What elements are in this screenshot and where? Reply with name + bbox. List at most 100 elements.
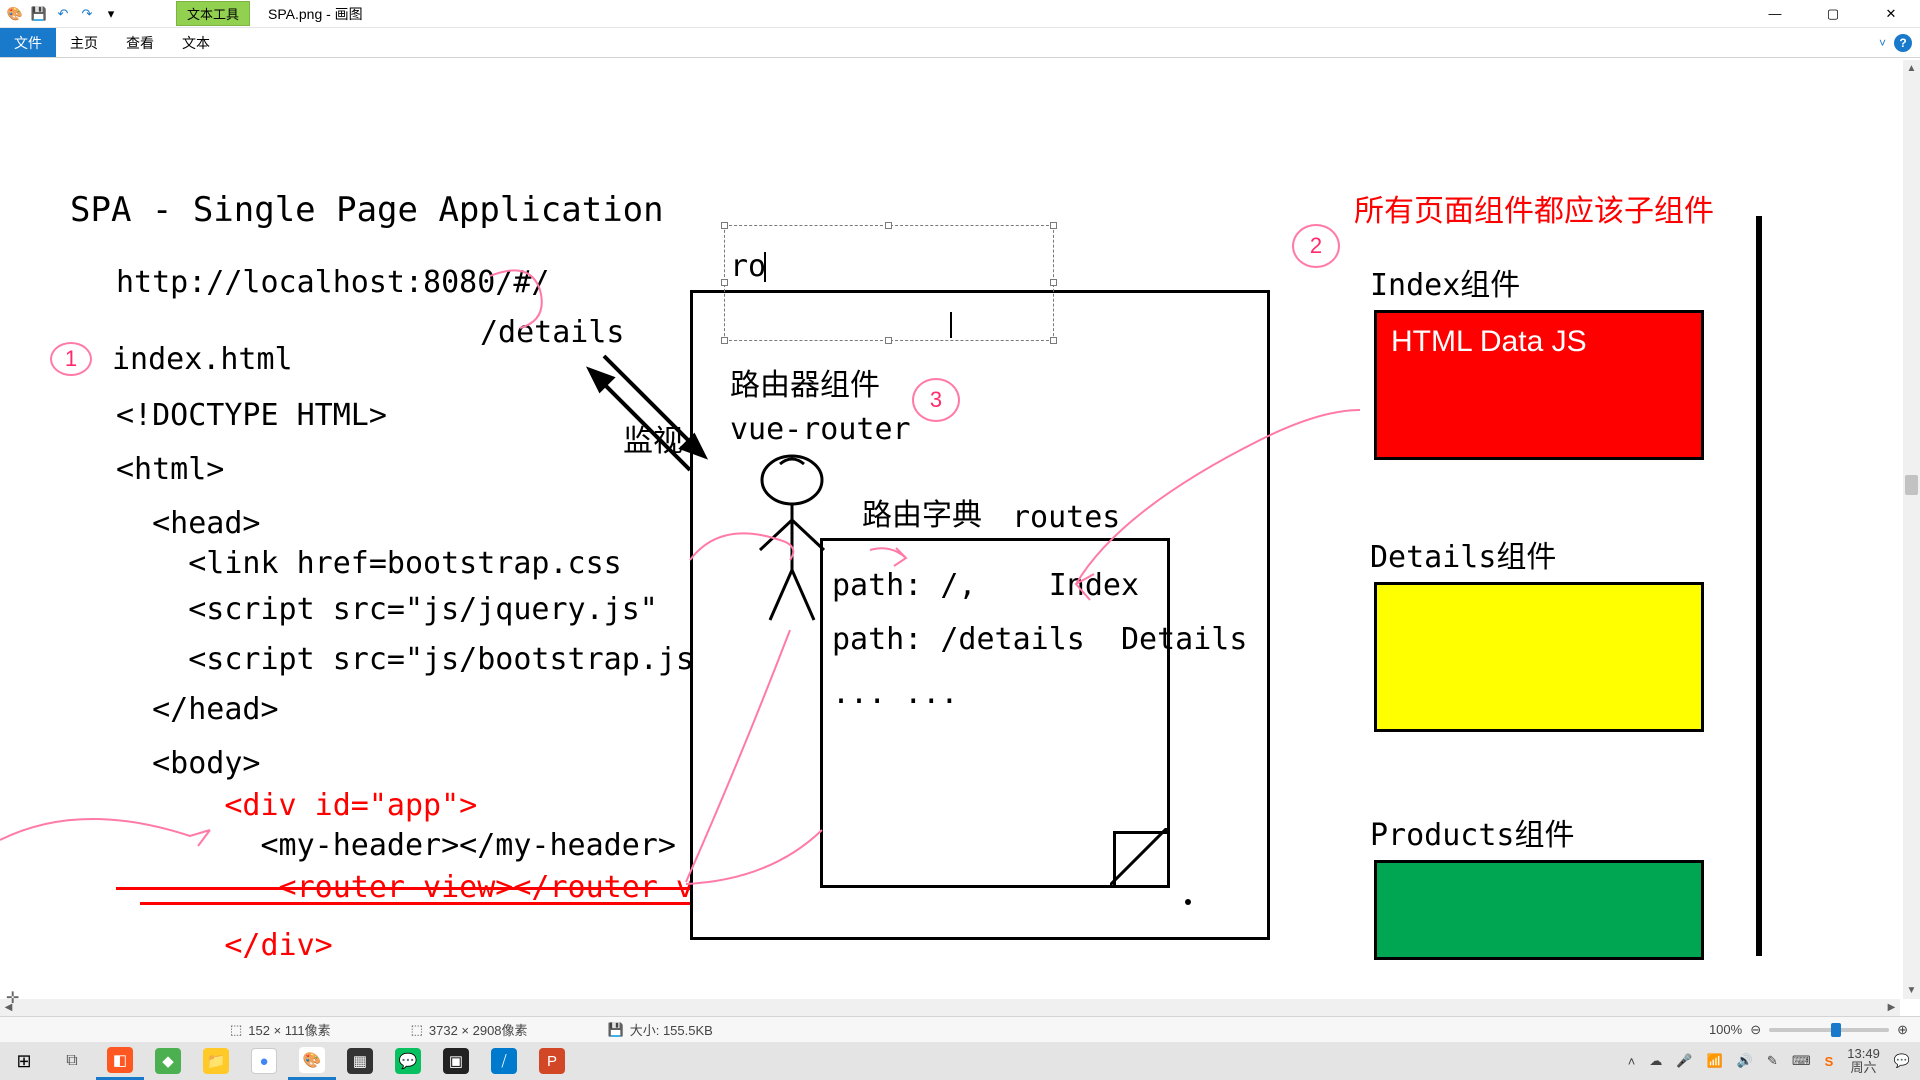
- tab-home[interactable]: 主页: [56, 28, 112, 57]
- taskbar-chrome[interactable]: ●: [240, 1042, 288, 1080]
- tray-sogou-icon[interactable]: S: [1825, 1054, 1834, 1069]
- window-controls: — ▢ ✕: [1746, 0, 1920, 28]
- taskbar-paint[interactable]: 🎨: [288, 1042, 336, 1080]
- router-component-label: 路由器组件: [730, 360, 880, 404]
- zoom-out-button[interactable]: ⊖: [1750, 1022, 1761, 1038]
- tray-cloud-icon[interactable]: ☁: [1649, 1053, 1662, 1069]
- tab-text[interactable]: 文本: [168, 28, 224, 57]
- title-bar: 🎨 💾 ↶ ↷ ▾ 文本工具 SPA.png - 画图 — ▢ ✕: [0, 0, 1920, 28]
- text-cursor: [764, 252, 766, 282]
- route-dict-label: 路由字典: [862, 490, 982, 534]
- taskbar-app-dark[interactable]: ▦: [336, 1042, 384, 1080]
- taskbar-app-2[interactable]: ◆: [144, 1042, 192, 1080]
- tray-notifications-icon[interactable]: 💬: [1894, 1053, 1910, 1069]
- canvas-area[interactable]: SPA - Single Page Application http://loc…: [0, 60, 1920, 1042]
- disk-icon: 💾: [608, 1022, 624, 1038]
- ribbon-tabs: 文件 主页 查看 文本 ˅ ?: [0, 28, 1920, 58]
- body-open: <body>: [116, 746, 261, 781]
- selection-icon: ⬚: [230, 1022, 242, 1038]
- window-title: SPA.png - 画图: [268, 4, 363, 24]
- qat-redo-button[interactable]: ↷: [76, 3, 98, 25]
- scroll-right-button[interactable]: ▶: [1883, 999, 1900, 1016]
- doctype-text: <!DOCTYPE HTML>: [116, 398, 387, 433]
- all-pages-note: 所有页面组件都应该子组件: [1354, 186, 1714, 230]
- tray-wifi-icon[interactable]: 📶: [1707, 1053, 1723, 1069]
- close-button[interactable]: ✕: [1862, 0, 1920, 28]
- context-tab-text-tools[interactable]: 文本工具: [176, 1, 250, 26]
- url-text: http://localhost:8080/#/: [116, 265, 549, 300]
- products-comp-label: Products组件: [1370, 810, 1575, 854]
- tray-ime-icon[interactable]: ⌨: [1792, 1053, 1811, 1069]
- script2-line: <script src="js/bootstrap.js": [116, 642, 712, 677]
- quick-access-toolbar: 🎨 💾 ↶ ↷ ▾: [0, 3, 126, 25]
- diagram-title: SPA - Single Page Application: [70, 190, 664, 230]
- details-comp-label: Details组件: [1370, 532, 1556, 576]
- circle-2: 2: [1292, 224, 1340, 268]
- head-open: <head>: [116, 506, 261, 541]
- details-path: /details: [480, 315, 625, 350]
- app-icon[interactable]: 🎨: [4, 3, 26, 25]
- task-view-button[interactable]: ⧉: [48, 1042, 96, 1080]
- index-html-text: index.html: [112, 342, 293, 377]
- routes-label: routes: [1012, 500, 1120, 535]
- help-icon[interactable]: ?: [1894, 34, 1912, 52]
- scroll-up-button[interactable]: ▲: [1903, 60, 1920, 77]
- system-tray: ˄ ☁ 🎤 📶 🔊 ✎ ⌨ S 13:49 周六 💬: [1618, 1047, 1920, 1076]
- qat-save-button[interactable]: 💾: [28, 3, 50, 25]
- link-line: <link href=bootstrap.css: [116, 546, 622, 581]
- start-button[interactable]: ⊞: [0, 1042, 48, 1080]
- router-view-line: <router-view></router-view>: [116, 870, 766, 905]
- secondary-cursor: [950, 312, 952, 338]
- zoom-in-button[interactable]: ⊕: [1897, 1022, 1908, 1038]
- products-component-box: [1374, 860, 1704, 960]
- route-2: path: /details Details: [832, 622, 1247, 657]
- circle-1: 1: [50, 342, 92, 376]
- qat-more-button[interactable]: ▾: [100, 3, 122, 25]
- circle-3: 3: [912, 378, 960, 422]
- zoom-slider[interactable]: [1769, 1028, 1889, 1032]
- image-size-icon: ⬚: [411, 1022, 423, 1038]
- script1-line: <script src="js/jquery.js": [116, 592, 658, 627]
- tray-mic-icon[interactable]: 🎤: [1676, 1053, 1692, 1069]
- crosshair-icon: ✛: [6, 988, 19, 1008]
- index-box-text: HTML Data JS: [1391, 325, 1587, 359]
- tab-file[interactable]: 文件: [0, 28, 56, 57]
- my-header-line: <my-header></my-header>: [116, 828, 676, 863]
- vertical-scrollbar[interactable]: ▲ ▼: [1903, 60, 1920, 999]
- zoom-level: 100%: [1709, 1022, 1742, 1037]
- textbox-content[interactable]: ro: [730, 249, 766, 284]
- route-ellipsis: ... ...: [832, 676, 958, 711]
- tab-view[interactable]: 查看: [112, 28, 168, 57]
- right-border: [1756, 216, 1762, 956]
- div-app-line: <div id="app">: [116, 788, 477, 823]
- taskbar-clock[interactable]: 13:49 周六: [1847, 1047, 1880, 1076]
- taskbar-powerpoint[interactable]: P: [528, 1042, 576, 1080]
- watch-label: 监视: [623, 416, 683, 460]
- tray-volume-icon[interactable]: 🔊: [1737, 1053, 1753, 1069]
- zoom-thumb[interactable]: [1831, 1023, 1841, 1037]
- maximize-button[interactable]: ▢: [1804, 0, 1862, 28]
- taskbar-terminal[interactable]: ▣: [432, 1042, 480, 1080]
- taskbar-wechat[interactable]: 💬: [384, 1042, 432, 1080]
- index-component-box: HTML Data JS: [1374, 310, 1704, 460]
- red-underline: [140, 902, 700, 905]
- scroll-down-button[interactable]: ▼: [1903, 982, 1920, 999]
- taskbar-vscode[interactable]: ⧸: [480, 1042, 528, 1080]
- horizontal-scrollbar[interactable]: ◀ ▶: [0, 999, 1900, 1016]
- qat-undo-button[interactable]: ↶: [52, 3, 74, 25]
- route-1: path: /, Index: [832, 568, 1139, 603]
- text-selection-box[interactable]: [724, 225, 1054, 341]
- index-comp-label: Index组件: [1370, 260, 1520, 304]
- tray-chevron-icon[interactable]: ˄: [1628, 1054, 1636, 1069]
- taskbar-explorer[interactable]: 📁: [192, 1042, 240, 1080]
- div-close-line: </div>: [116, 928, 333, 963]
- vue-router-label: vue-router: [730, 412, 911, 447]
- ribbon-collapse-icon[interactable]: ˅: [1879, 36, 1886, 50]
- file-size: 💾 大小: 155.5KB: [598, 1020, 723, 1039]
- status-bar: ⬚ 152 × 111像素 ⬚ 3732 × 2908像素 💾 大小: 155.…: [0, 1016, 1920, 1042]
- minimize-button[interactable]: —: [1746, 0, 1804, 28]
- vscroll-thumb[interactable]: [1905, 475, 1918, 495]
- taskbar: ⊞ ⧉ ◧ ◆ 📁 ● 🎨 ▦ 💬 ▣ ⧸ P ˄ ☁ 🎤 📶 🔊 ✎ ⌨ S …: [0, 1042, 1920, 1080]
- taskbar-app-1[interactable]: ◧: [96, 1042, 144, 1080]
- tray-pen-icon[interactable]: ✎: [1767, 1053, 1778, 1069]
